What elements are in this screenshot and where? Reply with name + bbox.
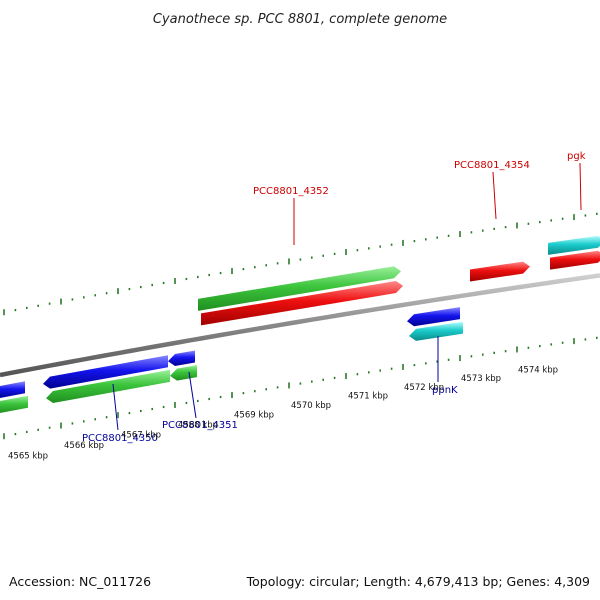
gene-pgk-cyan <box>548 235 600 255</box>
upper-tick-track <box>3 212 598 316</box>
scale-label: 4565 kbp <box>8 452 48 462</box>
topology-label: Topology: circular; Length: 4,679,413 bp… <box>246 574 590 589</box>
kbp-scale-labels: 4565 kbp 4566 kbp 4567 kbp 4568 kbp 4569 kbp… <box>8 365 558 461</box>
gene-pgk-red <box>550 250 600 270</box>
map-title: Cyanothece sp. PCC 8801, complete genome <box>153 12 447 27</box>
scale-label: 4570 kbp <box>291 401 331 411</box>
scale-label: 4571 kbp <box>348 392 388 402</box>
label-leader-lines <box>112 162 582 431</box>
gene-pcc8801-4354-red <box>470 261 530 282</box>
lower-tick-track <box>3 336 598 440</box>
gene-pcc8801-4350-green <box>46 369 170 403</box>
gene-ppnk-cyan <box>409 321 463 341</box>
leader-line <box>492 171 497 220</box>
scale-label: 4568 kbp <box>178 420 218 430</box>
scale-label: 4569 kbp <box>234 411 274 421</box>
gene-left-green <box>0 395 28 414</box>
gene-pcc8801-4350-blue <box>43 355 168 389</box>
scale-label: 4566 kbp <box>64 441 104 451</box>
accession-label: Accession: NC_011726 <box>9 574 151 589</box>
gene-pcc8801-4351-green <box>170 365 197 381</box>
scale-label: 4572 kbp <box>404 383 444 393</box>
leader-line <box>579 162 582 211</box>
scale-label: 4567 kbp <box>121 431 161 441</box>
gene-label: PCC8801_4354 <box>454 160 530 171</box>
gene-label: PCC8801_4352 <box>253 186 329 197</box>
gene-pcc8801-4352-green <box>198 266 401 311</box>
gene-label: PCC8801_4350 <box>82 433 158 444</box>
gene-label: pgk <box>567 151 586 162</box>
leader-line <box>112 383 119 431</box>
scale-label: 4574 kbp <box>518 365 558 375</box>
gene-labels: PCC8801_4352 PCC8801_4354 pgk ppnK PCC8801_4… <box>82 151 586 444</box>
leader-line <box>188 371 197 419</box>
gene-label: PCC8801_4351 <box>162 420 238 431</box>
gene-features <box>0 235 600 414</box>
scale-label: 4573 kbp <box>461 374 501 384</box>
gene-label: ppnK <box>432 385 458 396</box>
gene-ppnk-blue <box>407 307 460 327</box>
gene-pcc8801-4351-blue <box>168 350 195 366</box>
gene-left-blue <box>0 381 25 399</box>
gene-pcc8801-4352-red <box>201 281 403 326</box>
genome-backbone <box>0 273 600 378</box>
